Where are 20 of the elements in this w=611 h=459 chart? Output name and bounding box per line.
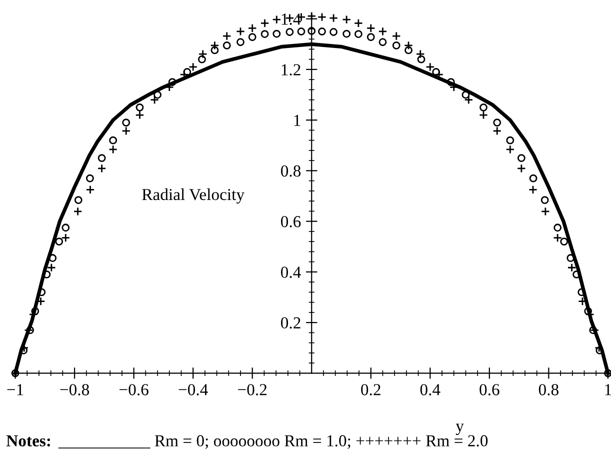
y-tick-label: 0.4: [280, 266, 301, 278]
x-tick-label: 0.2: [361, 384, 380, 396]
x-axis-title: y: [456, 424, 464, 436]
y-tick-label: 0.8: [280, 165, 301, 177]
x-tick-label: −0.6: [120, 384, 148, 396]
y-axis-title: Radial Velocity: [142, 188, 244, 204]
text: ___________ Rm = 0; oooooooo Rm = 1.0; +++++++ Rm = 2.0: [58, 435, 488, 449]
y-tick-label: 0.2: [280, 317, 300, 329]
y-tick-label: 0.6: [280, 216, 301, 228]
y-tick-label: 1: [294, 114, 300, 126]
x-tick-label: −0.2: [238, 384, 267, 396]
x-tick-label: −0.8: [60, 384, 90, 396]
y-tick-label: 1.2: [282, 64, 300, 76]
x-tick-label: 0.4: [420, 384, 440, 396]
x-tick-label: −1: [7, 384, 24, 396]
x-tick-label: 0.8: [538, 384, 558, 396]
text: Notes:: [6, 435, 50, 447]
x-tick-label: 0.6: [480, 384, 500, 396]
x-tick-label: −0.4: [178, 384, 208, 396]
x-tick-label: 1: [605, 384, 611, 396]
